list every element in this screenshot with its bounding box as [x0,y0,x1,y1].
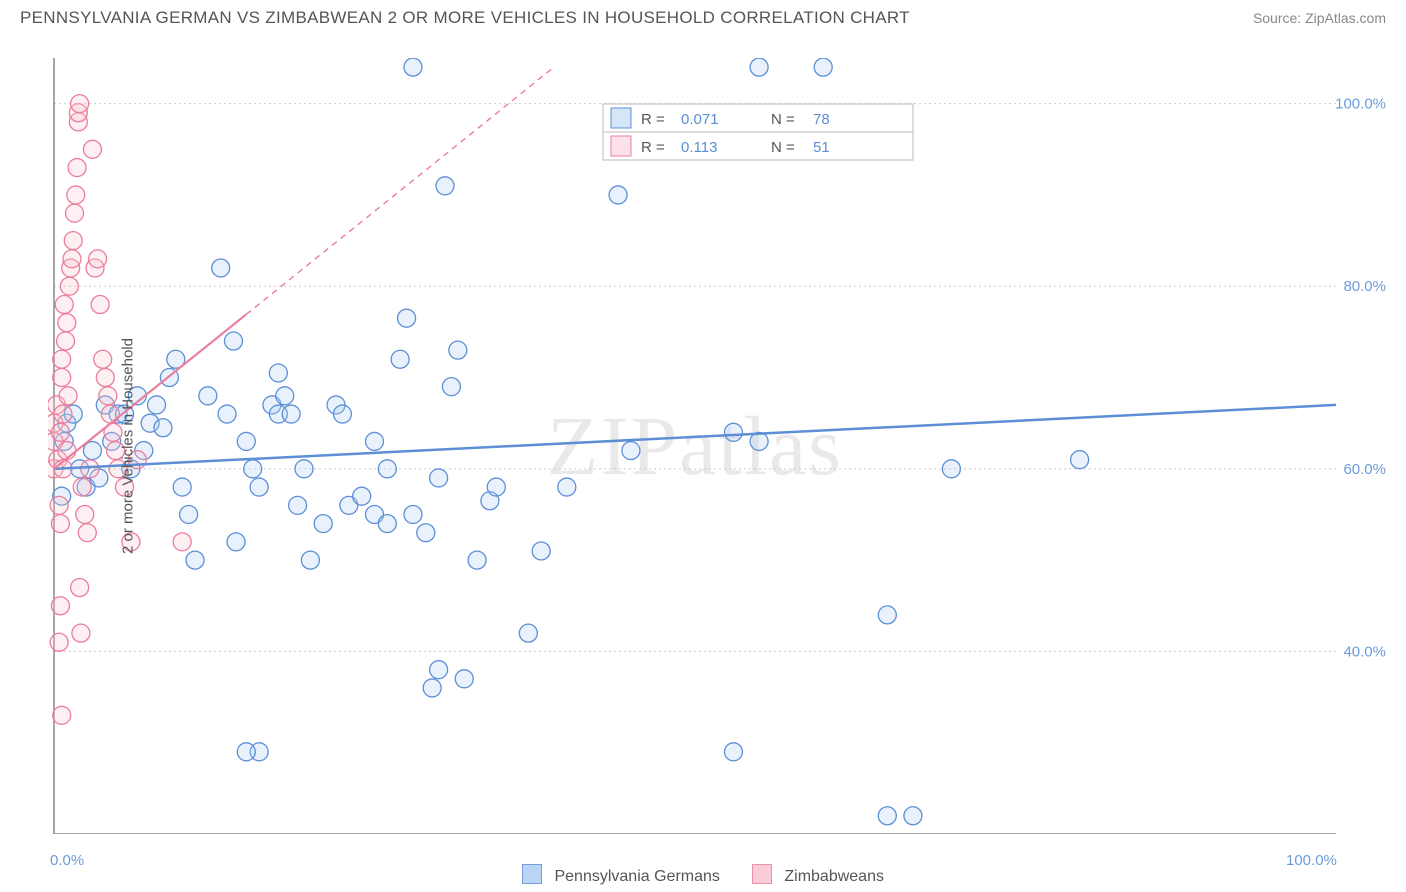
svg-text:0.113: 0.113 [681,139,717,156]
chart-title: PENNSYLVANIA GERMAN VS ZIMBABWEAN 2 OR M… [20,8,910,28]
svg-text:R =: R = [641,111,665,128]
plot-area: 2 or more Vehicles in Household ZIPatlas… [48,58,1388,834]
legend-item-zw: Zimbabweans [752,864,884,886]
bottom-legend: Pennsylvania Germans Zimbabweans [0,864,1406,886]
svg-text:51: 51 [813,139,830,156]
svg-text:N =: N = [771,139,795,156]
legend-swatch-pg [522,864,542,884]
svg-text:R =: R = [641,139,665,156]
legend-swatch-zw [752,864,772,884]
svg-text:100.0%: 100.0% [1335,96,1386,113]
legend-label-pg: Pennsylvania Germans [554,868,719,885]
source-label: Source: ZipAtlas.com [1253,10,1386,26]
svg-text:0.071: 0.071 [681,111,719,128]
svg-text:N =: N = [771,111,795,128]
y-axis-label: 2 or more Vehicles in Household [119,338,136,554]
scatter-chart: ZIPatlas 40.0% 60.0% 80.0% 100.0% R = 0.071 N =… [48,58,1388,834]
svg-text:60.0%: 60.0% [1343,461,1386,478]
svg-text:ZIPatlas: ZIPatlas [547,400,843,493]
svg-text:80.0%: 80.0% [1343,278,1386,295]
legend-label-zw: Zimbabweans [784,868,884,885]
svg-text:78: 78 [813,111,830,128]
legend-item-pg: Pennsylvania Germans [522,864,720,886]
svg-text:40.0%: 40.0% [1343,643,1386,660]
